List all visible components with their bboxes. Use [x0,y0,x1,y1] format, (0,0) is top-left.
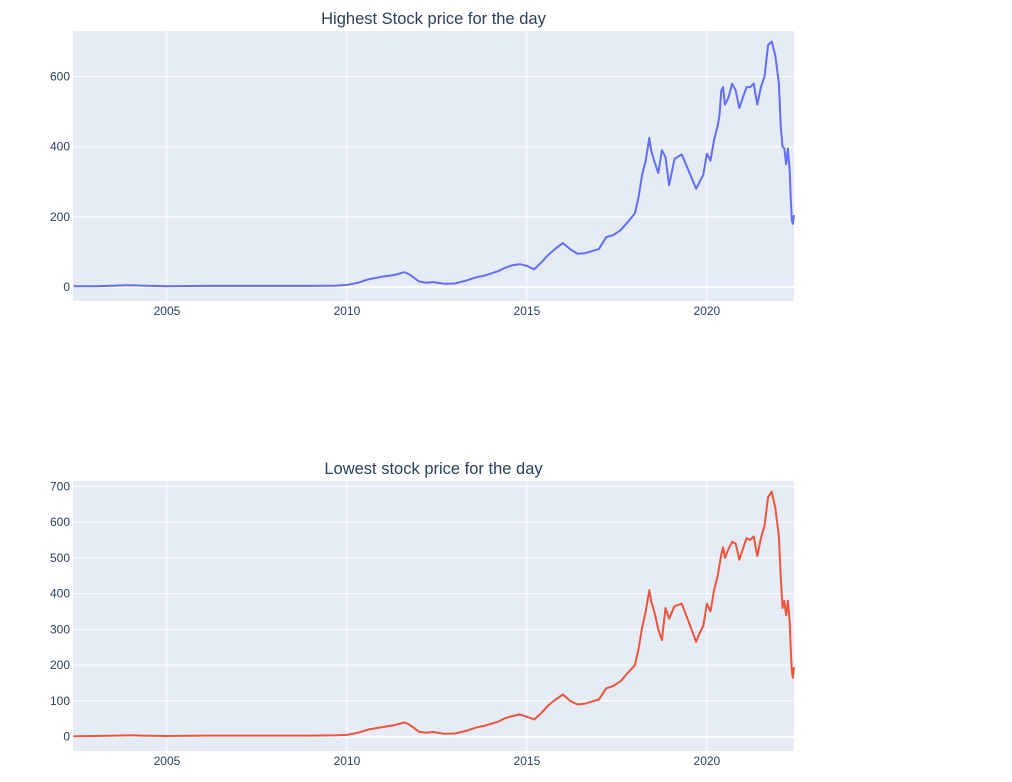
lowest-price-chart-title: Lowest stock price for the day [324,460,543,478]
highest-price-y-tick-label: 400 [50,140,70,154]
highest-price-x-tick-label: 2015 [514,304,541,318]
lowest-price-x-tick-label: 2005 [154,754,181,768]
lowest-price-y-tick-label: 100 [50,694,70,708]
lowest-price-y-tick-label: 300 [50,622,70,636]
lowest-price-y-tick-label: 600 [50,515,70,529]
highest-price-x-tick-label: 2005 [154,304,181,318]
lowest-price-plot-background [73,481,794,751]
highest-price-chart-title: Highest Stock price for the day [321,10,546,28]
lowest-price-x-tick-label: 2020 [694,754,721,768]
lowest-price-y-tick-labels: 0 100 200 300 400 500 600 700 [50,479,70,743]
lowest-price-y-tick-label: 400 [50,587,70,601]
lowest-price-y-tick-label: 0 [63,730,70,744]
highest-price-chart: 0 200 400 600 2005 2010 2015 2020 Highest Stoc… [50,10,795,318]
highest-price-x-tick-label: 2020 [694,304,721,318]
lowest-price-gridlines [73,481,794,751]
lowest-price-y-tick-label: 700 [50,479,70,493]
lowest-price-y-tick-label: 200 [50,658,70,672]
highest-price-x-tick-labels: 2005 2010 2015 2020 [154,304,721,318]
lowest-price-x-tick-label: 2015 [514,754,541,768]
lowest-price-x-tick-label: 2010 [334,754,361,768]
lowest-price-y-tick-label: 500 [50,551,70,565]
highest-price-y-tick-label: 200 [50,210,70,224]
highest-price-y-tick-label: 600 [50,70,70,84]
highest-price-y-tick-labels: 0 200 400 600 [50,70,70,294]
lowest-price-x-tick-labels: 2005 2010 2015 2020 [154,754,721,768]
lowest-price-series-line[interactable] [73,490,795,738]
highest-price-y-tick-label: 0 [63,280,70,294]
highest-price-series-line[interactable] [73,40,795,288]
highest-price-x-tick-label: 2010 [334,304,361,318]
